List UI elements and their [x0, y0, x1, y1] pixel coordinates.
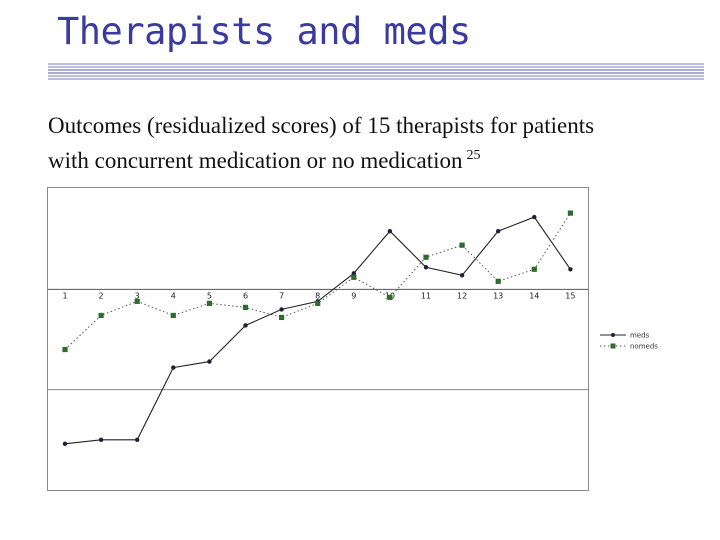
data-point-nomeds — [315, 300, 321, 306]
x-tick-label: 5 — [207, 291, 212, 300]
x-axis: 123456789101112131415 — [48, 288, 588, 300]
x-tick-label: 9 — [351, 291, 356, 300]
data-point-nomeds — [62, 346, 68, 353]
data-point-meds — [351, 271, 356, 276]
data-point-nomeds — [206, 300, 212, 306]
data-point-nomeds — [423, 254, 429, 260]
data-point-nomeds — [279, 314, 285, 321]
data-point-meds — [98, 437, 104, 443]
data-point-meds — [279, 307, 284, 312]
data-point-nomeds — [531, 266, 537, 272]
x-tick-label: 4 — [171, 291, 176, 300]
x-tick-label: 14 — [529, 291, 539, 300]
x-tick-label: 11 — [421, 291, 431, 300]
data-point-meds — [532, 214, 537, 220]
slide-subtitle: Outcomes (residualized scores) of 15 the… — [48, 111, 718, 176]
chart-frame — [47, 187, 589, 491]
data-point-meds — [207, 359, 212, 364]
data-point-meds — [62, 441, 68, 447]
legend-marker-meds — [611, 333, 615, 337]
data-point-nomeds — [351, 274, 357, 280]
x-tick-label: 12 — [457, 291, 467, 300]
title-underline-decoration — [48, 63, 704, 80]
data-point-nomeds — [495, 278, 501, 284]
data-point-meds — [568, 267, 573, 272]
data-point-meds — [135, 437, 140, 443]
data-point-nomeds — [170, 312, 176, 319]
series-line-meds — [64, 216, 571, 445]
x-tick-label: 2 — [99, 291, 104, 300]
legend: meds nomeds — [600, 332, 658, 351]
x-tick-label: 7 — [279, 291, 284, 300]
subtitle-line-1: Outcomes (residualized scores) of 15 the… — [48, 113, 595, 138]
subtitle-line-2-text: with concurrent medication or no medicat… — [48, 148, 463, 173]
data-point-nomeds — [98, 312, 104, 319]
series-line-nomeds — [64, 212, 571, 350]
x-tick-label: 6 — [243, 291, 248, 300]
data-point-meds — [423, 265, 429, 270]
series-meds — [62, 214, 573, 447]
data-point-meds — [171, 365, 176, 370]
subtitle-line-2: with concurrent medication or no medicat… — [48, 141, 718, 176]
footnote-marker: 25 — [466, 148, 481, 163]
x-tick-label: 3 — [135, 291, 140, 300]
x-tick-label: 1 — [62, 291, 67, 300]
data-point-nomeds — [459, 242, 465, 248]
data-point-nomeds — [242, 304, 249, 310]
legend-marker-nomeds — [610, 343, 616, 349]
x-tick-label: 8 — [315, 291, 320, 300]
data-point-nomeds — [387, 294, 393, 300]
series — [62, 210, 573, 447]
data-point-nomeds — [134, 298, 140, 304]
x-tick-label: 13 — [493, 291, 503, 300]
data-point-meds — [459, 273, 465, 278]
legend-label-nomeds: nomeds — [630, 343, 658, 351]
slide-title: Therapists and meds — [57, 10, 471, 53]
data-point-meds — [243, 323, 248, 328]
series-nomeds — [62, 210, 573, 353]
legend-label-meds: meds — [630, 332, 650, 340]
data-point-nomeds — [567, 210, 573, 216]
x-tick-label: 15 — [565, 291, 575, 300]
data-point-meds — [496, 228, 501, 234]
data-point-meds — [387, 228, 393, 234]
